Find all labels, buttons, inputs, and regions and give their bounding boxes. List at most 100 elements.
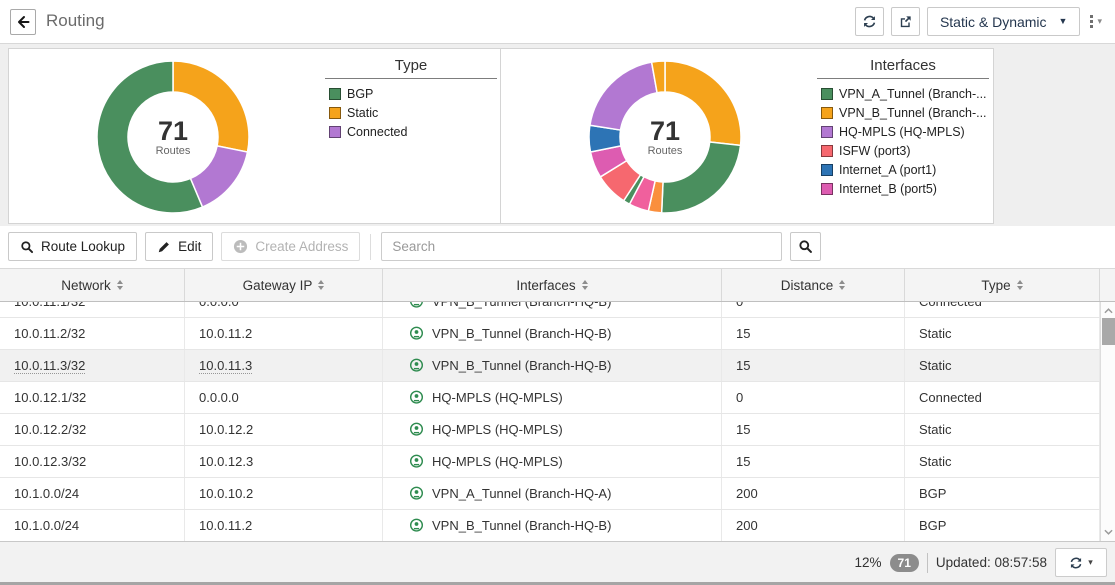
legend-label: VPN_A_Tunnel (Branch-... (839, 87, 987, 101)
table-row[interactable]: 10.0.12.1/32 0.0.0.0 HQ-MPLS (HQ-MPLS) 0 Con… (0, 382, 1100, 414)
cell-interface: VPN_A_Tunnel (Branch-HQ-A) (383, 478, 722, 509)
legend-swatch (821, 107, 833, 119)
column-header-distance[interactable]: Distance (722, 269, 905, 301)
back-button[interactable] (10, 9, 36, 35)
table-row[interactable]: 10.0.12.2/32 10.0.12.2 HQ-MPLS (HQ-MPLS) 15… (0, 414, 1100, 446)
legend-swatch (821, 145, 833, 157)
interface-name: HQ-MPLS (HQ-MPLS) (432, 422, 563, 437)
cell-interface: HQ-MPLS (HQ-MPLS) (383, 414, 722, 445)
arrow-left-icon (15, 14, 31, 30)
footer-divider (926, 552, 928, 573)
charts-strip: 71 Routes Type BGP Static Connected 71 Rou… (0, 44, 1115, 226)
cell-distance: 15 (722, 318, 905, 349)
scroll-up-arrow[interactable] (1102, 306, 1115, 316)
donut-segment-bgp[interactable] (96, 60, 204, 214)
search-button[interactable] (790, 232, 822, 261)
scrollbar-thumb[interactable] (1102, 318, 1115, 345)
table-row[interactable]: 10.1.0.0/24 10.0.10.2 VPN_A_Tunnel (Branch… (0, 478, 1100, 510)
route-lookup-button[interactable]: Route Lookup (8, 232, 138, 261)
network-value: 10.0.11.3/32 (14, 358, 86, 374)
column-header-interfaces[interactable]: Interfaces (383, 269, 722, 301)
tunnel-interface-icon (409, 486, 424, 501)
legend-swatch (821, 88, 833, 100)
legend-item-vpn-a-tunnel-branch[interactable]: VPN_A_Tunnel (Branch-... (821, 87, 989, 101)
legend-label: Internet_B (port5) (839, 182, 937, 196)
topbar-actions: Static & Dynamic ▼ ▾ (854, 7, 1105, 36)
cell-network: 10.0.12.2/32 (0, 414, 185, 445)
donut-segment-hq-mpls-hq-mpls[interactable] (589, 61, 658, 131)
table-row[interactable]: 10.0.11.2/32 10.0.11.2 VPN_B_Tunnel (Branc… (0, 318, 1100, 350)
create-address-button[interactable]: Create Address (221, 232, 361, 261)
table-row[interactable]: 10.0.11.3/32 10.0.11.3 VPN_B_Tunnel (Branc… (0, 350, 1100, 382)
legend-label: VPN_B_Tunnel (Branch-... (839, 106, 987, 120)
cell-distance: 0 (722, 302, 905, 317)
legend-swatch (329, 88, 341, 100)
legend-label: ISFW (port3) (839, 144, 911, 158)
refresh-button[interactable] (854, 7, 884, 36)
column-header-network[interactable]: Network (0, 269, 185, 301)
vertical-scrollbar[interactable] (1100, 302, 1115, 541)
cell-interface: HQ-MPLS (HQ-MPLS) (383, 446, 722, 477)
interface-name: VPN_B_Tunnel (Branch-HQ-B) (432, 518, 612, 533)
legend-item-internet-a-port1[interactable]: Internet_A (port1) (821, 163, 989, 177)
interfaces-donut-chart[interactable] (585, 57, 745, 217)
scroll-down-arrow[interactable] (1102, 527, 1115, 537)
open-in-new-window-button[interactable] (890, 7, 920, 36)
tunnel-interface-icon (409, 390, 424, 405)
search-input[interactable] (381, 232, 783, 261)
type-donut-chart[interactable] (93, 57, 253, 217)
network-value: 10.0.12.2/32 (14, 422, 87, 437)
cell-gateway-ip: 0.0.0.0 (185, 382, 383, 413)
donut-segment-vpn-a-tunnel-branch-hq-a[interactable] (660, 141, 742, 214)
more-options-menu[interactable]: ▾ (1087, 15, 1105, 28)
legend-item-connected[interactable]: Connected (329, 125, 497, 139)
legend-item-vpn-b-tunnel-branch[interactable]: VPN_B_Tunnel (Branch-... (821, 106, 989, 120)
scrollbar-header-spacer (1100, 269, 1115, 301)
toolbar-divider (370, 233, 372, 260)
cell-gateway-ip: 0.0.0.0 (185, 302, 383, 317)
cell-network: 10.0.11.2/32 (0, 318, 185, 349)
network-value: 10.0.11.2/32 (14, 326, 86, 341)
donut-segment-static[interactable] (172, 60, 250, 153)
donut-segment-other-4[interactable] (650, 60, 666, 94)
cell-distance: 15 (722, 446, 905, 477)
refresh-icon (1069, 556, 1083, 570)
table-row[interactable]: 10.0.12.3/32 10.0.12.3 HQ-MPLS (HQ-MPLS) 15… (0, 446, 1100, 478)
column-header-gateway-ip[interactable]: Gateway IP (185, 269, 383, 301)
donut-segment-vpn-b-tunnel-branch-hq-b[interactable] (664, 60, 742, 147)
updated-time: Updated: 08:57:58 (935, 555, 1047, 570)
table-body: 10.0.11.1/32 0.0.0.0 VPN_B_Tunnel (Branch-… (0, 302, 1100, 541)
legend-item-bgp[interactable]: BGP (329, 87, 497, 101)
cell-network: 10.0.11.3/32 (0, 350, 185, 381)
interface-name: HQ-MPLS (HQ-MPLS) (432, 390, 563, 405)
edit-button[interactable]: Edit (145, 232, 214, 261)
legend-label: HQ-MPLS (HQ-MPLS) (839, 125, 965, 139)
legend-item-isfw-port3[interactable]: ISFW (port3) (821, 144, 989, 158)
legend-item-static[interactable]: Static (329, 106, 497, 120)
auto-refresh-button[interactable]: ▾ (1055, 548, 1107, 577)
route-type-filter-dropdown[interactable]: Static & Dynamic ▼ (926, 7, 1081, 36)
legend-swatch (329, 126, 341, 138)
legend-item-internet-b-port5[interactable]: Internet_B (port5) (821, 182, 989, 196)
page-title: Routing (46, 11, 105, 30)
legend-item-hq-mpls-hq-mpls[interactable]: HQ-MPLS (HQ-MPLS) (821, 125, 989, 139)
column-header-label: Interfaces (516, 277, 576, 293)
gateway-ip-value: 10.0.12.2 (199, 422, 254, 437)
gateway-ip-value: 10.0.12.3 (199, 454, 254, 469)
interfaces-legend: Interfaces VPN_A_Tunnel (Branch-... VPN_B… (817, 57, 989, 196)
table-row[interactable]: 10.1.0.0/24 10.0.11.2 VPN_B_Tunnel (Branch… (0, 510, 1100, 541)
network-value: 10.1.0.0/24 (14, 518, 80, 533)
kebab-menu-icon (1090, 15, 1094, 28)
cell-network: 10.1.0.0/24 (0, 510, 185, 541)
cell-distance: 15 (722, 350, 905, 381)
table-row[interactable]: 10.0.11.1/32 0.0.0.0 VPN_B_Tunnel (Branch-… (0, 302, 1100, 318)
interface-name: VPN_B_Tunnel (Branch-HQ-B) (432, 358, 612, 373)
cell-network: 10.0.12.3/32 (0, 446, 185, 477)
plus-circle-icon (233, 239, 248, 254)
tunnel-interface-icon (409, 454, 424, 469)
edit-label: Edit (178, 239, 202, 254)
table-viewport: 10.0.11.1/32 0.0.0.0 VPN_B_Tunnel (Branch-… (0, 302, 1115, 541)
column-header-type[interactable]: Type (905, 269, 1100, 301)
cell-interface: VPN_B_Tunnel (Branch-HQ-B) (383, 350, 722, 381)
